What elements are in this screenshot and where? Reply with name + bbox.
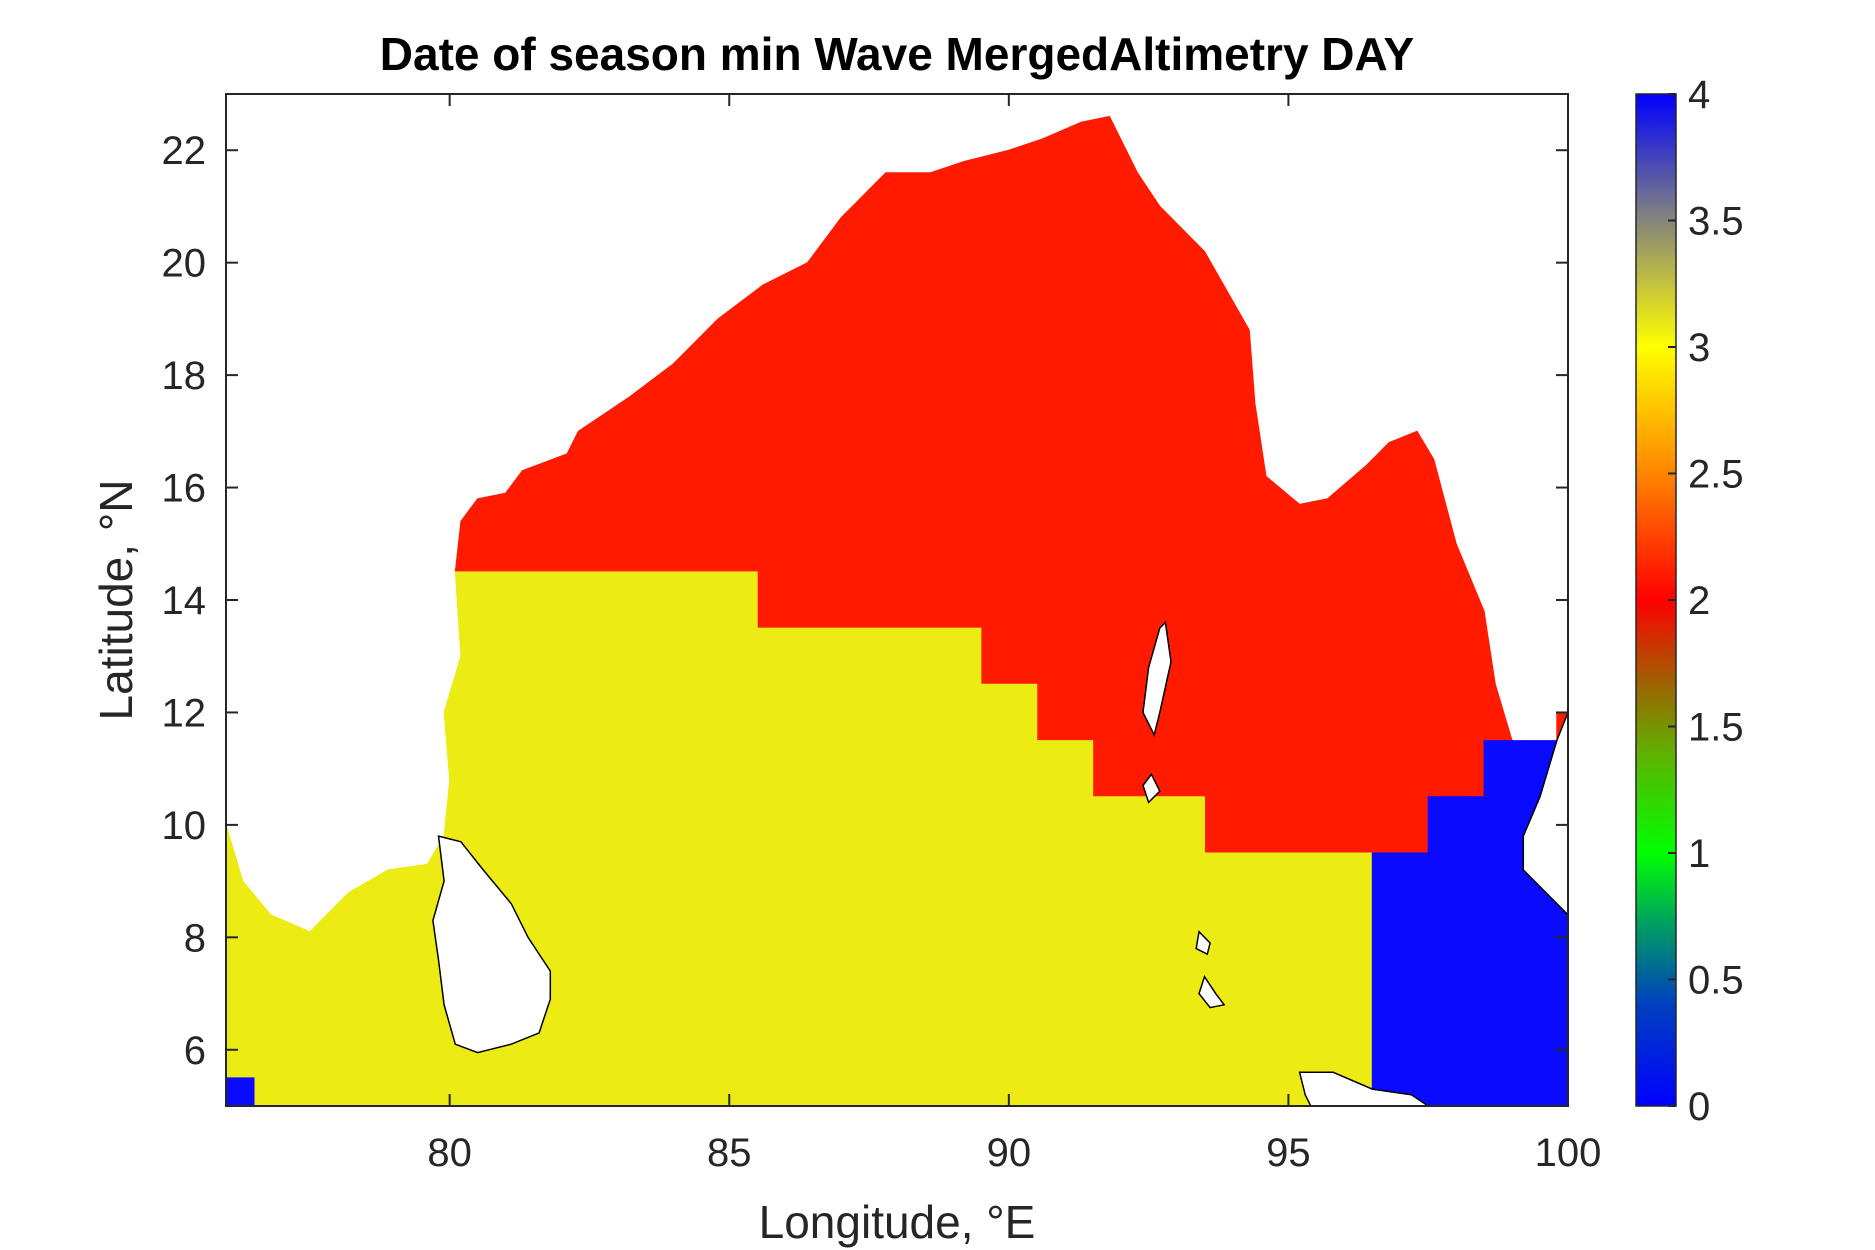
colorbar-tick-label: 3.5 bbox=[1688, 200, 1744, 244]
y-axis: 6 8 10 12 14 16 18 20 22 bbox=[162, 129, 1568, 1073]
y-tick-label: 12 bbox=[162, 691, 207, 735]
x-tick-label: 100 bbox=[1535, 1131, 1602, 1175]
land-little-andaman bbox=[1142, 772, 1161, 804]
y-tick-label: 22 bbox=[162, 129, 207, 173]
colorbar-tick-label: 1 bbox=[1688, 832, 1710, 876]
land-masses bbox=[432, 620, 1568, 1106]
y-tick-label: 8 bbox=[184, 916, 206, 960]
y-tick-label: 20 bbox=[162, 242, 207, 286]
x-axis-label: Longitude, °E bbox=[759, 1196, 1036, 1248]
land-andaman-north bbox=[1142, 620, 1172, 738]
land-sri-lanka bbox=[432, 835, 552, 1054]
y-tick-label: 14 bbox=[162, 579, 207, 623]
colorbar-tick-label: 2 bbox=[1688, 579, 1710, 623]
y-tick-label: 16 bbox=[162, 467, 207, 511]
chart-title: Date of season min Wave MergedAltimetry … bbox=[380, 28, 1414, 80]
land-malay-peninsula bbox=[1298, 1071, 1430, 1106]
colorbar-tick-label: 0 bbox=[1688, 1085, 1710, 1129]
x-tick-label: 95 bbox=[1266, 1131, 1311, 1175]
x-tick-label: 85 bbox=[707, 1131, 752, 1175]
x-axis: 80 85 90 95 100 bbox=[427, 94, 1601, 1175]
colorbar-tick-label: 0.5 bbox=[1688, 959, 1744, 1003]
colorbar-tick-label: 2.5 bbox=[1688, 453, 1744, 497]
land-thailand-east bbox=[1522, 712, 1568, 916]
colorbar-tick-label: 1.5 bbox=[1688, 706, 1744, 750]
land-nicobar-islands bbox=[1195, 930, 1211, 956]
colorbar-tick-label: 3 bbox=[1688, 326, 1710, 370]
region-blue bbox=[1371, 740, 1568, 1106]
y-tick-label: 10 bbox=[162, 804, 207, 848]
colorbar-ticks: 0 0.5 1 1.5 2 2.5 3 3.5 4 bbox=[1668, 73, 1744, 1129]
x-tick-label: 80 bbox=[427, 1131, 472, 1175]
y-tick-label: 18 bbox=[162, 354, 207, 398]
y-axis-label: Latitude, °N bbox=[90, 480, 142, 721]
x-tick-label: 90 bbox=[987, 1131, 1032, 1175]
land-car-nicobar bbox=[1198, 974, 1226, 1009]
region-blue-corner bbox=[226, 1077, 255, 1106]
colorbar: 0 0.5 1 1.5 2 2.5 3 3.5 4 bbox=[1635, 73, 1744, 1129]
colorbar-tick-label: 4 bbox=[1688, 73, 1710, 117]
y-tick-label: 6 bbox=[184, 1029, 206, 1073]
